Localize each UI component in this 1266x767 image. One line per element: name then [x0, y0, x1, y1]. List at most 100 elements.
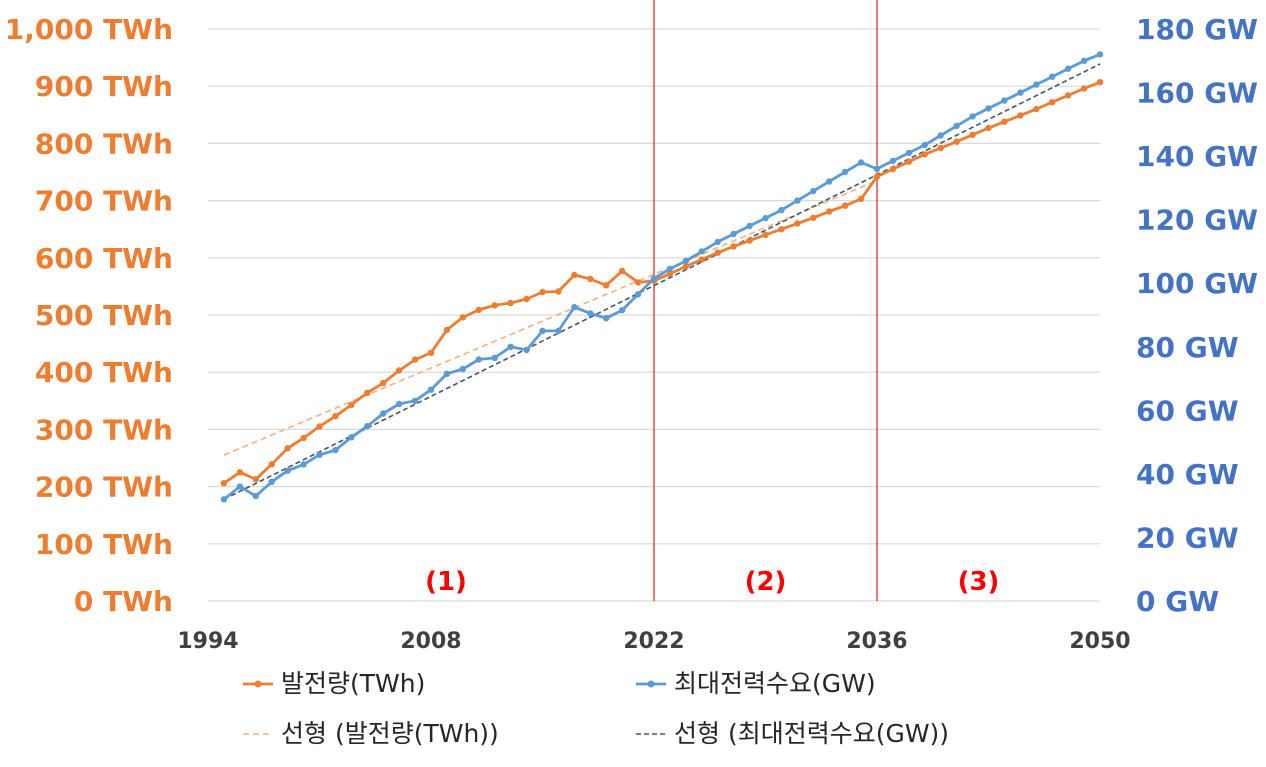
left-axis-tick-label: 1,000 TWh — [5, 13, 173, 46]
demand-series-point — [316, 451, 323, 458]
legend-entry-label: 선형 (최대전력수요(GW)) — [674, 719, 949, 748]
demand-series-point — [1033, 81, 1040, 88]
demand-series-point — [889, 157, 897, 165]
demand-series-point — [587, 310, 594, 317]
region-labels: (1) (2) (3) — [425, 567, 999, 597]
right-axis-tick-label: 120 GW — [1136, 204, 1258, 237]
generation-series-point — [395, 367, 403, 374]
demand-series-point — [969, 113, 976, 120]
x-axis-ticks: 1994 2008 2022 2036 2050 — [177, 629, 1130, 654]
demand-series-point — [746, 222, 753, 230]
demand-series-point — [1064, 65, 1072, 72]
generation-series-point — [523, 295, 530, 303]
generation-trendline-line — [223, 179, 878, 456]
region-label: (2) — [745, 567, 787, 597]
generation-series-point — [268, 461, 275, 468]
generation-series-point — [937, 144, 944, 152]
generation-series-point — [826, 208, 833, 215]
demand-series-point — [555, 327, 562, 335]
demand-series-point — [475, 356, 482, 363]
demand-series-point — [762, 214, 769, 222]
x-axis-tick-label: 2036 — [846, 629, 907, 654]
generation-series-point — [348, 401, 355, 408]
demand-series-point — [427, 386, 435, 393]
demand-series-point — [905, 149, 913, 157]
right-axis-tick-label: 0 GW — [1136, 585, 1219, 618]
generation-series-point — [714, 249, 721, 256]
right-axis-tick-label: 180 GW — [1136, 13, 1258, 46]
demand-series-point — [539, 327, 546, 335]
generation-series-point — [634, 279, 642, 286]
generation-series-point — [252, 476, 259, 483]
left-axis-tick-label: 400 TWh — [35, 356, 173, 389]
generation-series-point — [682, 263, 690, 270]
x-axis-tick-label: 2022 — [623, 629, 684, 654]
demand-series-point — [826, 178, 833, 185]
demand-series-point — [236, 483, 244, 490]
generation-series-point — [220, 480, 228, 487]
demand-series-point — [284, 467, 291, 474]
demand-series-point — [841, 168, 849, 176]
generation-series-point — [1017, 112, 1024, 119]
demand-series-point — [300, 461, 307, 468]
left-axis-tick-label: 100 TWh — [35, 528, 173, 561]
generation-series-point — [873, 173, 881, 180]
demand-series-point — [873, 165, 881, 172]
demand-series-point — [1096, 51, 1104, 58]
demand-series-point — [1001, 97, 1008, 104]
right-axis-tick-label: 100 GW — [1136, 267, 1258, 300]
generation-series-point — [810, 214, 817, 221]
demand-series-point — [634, 291, 642, 298]
generation-series-point — [491, 302, 498, 309]
left-axis-tick-label: 700 TWh — [35, 185, 173, 218]
demand-series-point — [332, 446, 339, 454]
generation-series-point — [969, 131, 976, 138]
demand-series-point — [937, 132, 944, 139]
generation-series-point — [443, 326, 451, 334]
right-axis-tick-label: 80 GW — [1136, 331, 1239, 364]
demand-series-point — [348, 434, 355, 441]
generation-series-point — [364, 389, 371, 396]
demand-series-point — [395, 400, 403, 408]
demand-series-point — [220, 496, 228, 503]
generation-series-point — [380, 379, 387, 387]
generation-series-point — [316, 423, 323, 430]
right-axis-tick-label: 160 GW — [1136, 77, 1258, 110]
generation-series-point — [794, 220, 801, 227]
generation-series-point — [889, 165, 897, 173]
region-label: (1) — [425, 567, 467, 597]
left-axis-ticks: 0 TWh 100 TWh 200 TWh 300 TWh 400 TWh 500 TWh… — [5, 13, 173, 618]
demand-series-point — [666, 265, 674, 273]
demand-series-point — [810, 187, 817, 195]
left-axis-tick-label: 800 TWh — [35, 127, 173, 160]
generation-series-point — [587, 275, 594, 283]
generation-series-point — [1001, 118, 1008, 125]
left-axis-tick-label: 900 TWh — [35, 70, 173, 103]
right-axis-tick-label: 60 GW — [1136, 394, 1239, 427]
generation-series-point — [1033, 105, 1040, 113]
demand-series-point — [698, 248, 705, 255]
demand-series-point — [682, 257, 690, 265]
legend-entry-label: 선형 (발전량(TWh)) — [281, 719, 499, 748]
generation-series-line — [223, 80, 1101, 485]
right-axis-ticks: 0 GW 20 GW 40 GW 60 GW 80 GW 100 GW 120 GW 140 … — [1136, 13, 1258, 618]
generation-series-point — [618, 267, 626, 275]
generation-series-point — [332, 413, 339, 420]
generation-series-point — [746, 237, 753, 244]
generation-series-point — [555, 288, 562, 295]
demand-series-point — [1080, 57, 1088, 64]
demand-series-point — [1049, 73, 1056, 80]
generation-series-point — [236, 469, 244, 476]
demand-series-point — [921, 141, 928, 149]
generation-series-point — [778, 226, 785, 233]
demand-series-point — [778, 206, 785, 214]
generation-series-point — [1064, 92, 1072, 99]
left-axis-tick-label: 500 TWh — [35, 299, 173, 332]
generation-series-point — [1049, 99, 1056, 106]
data-series — [220, 51, 1104, 503]
demand-series-point — [268, 478, 275, 485]
demand-series-point — [459, 365, 467, 373]
generation-series-point — [666, 270, 674, 277]
